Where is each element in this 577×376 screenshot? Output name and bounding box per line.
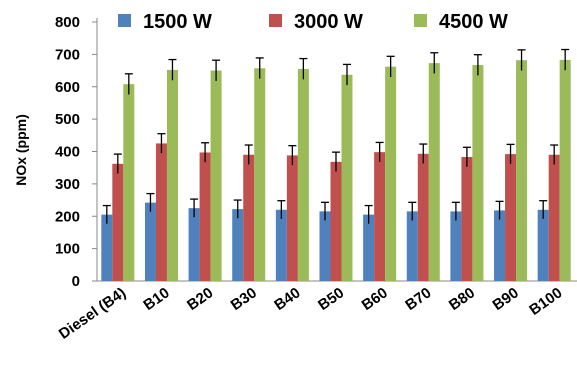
x-tick-label: B60 (359, 284, 391, 314)
bar (505, 154, 517, 281)
y-tick-label: 600 (55, 79, 80, 96)
bar (537, 209, 549, 281)
bar (123, 84, 135, 281)
bar (101, 214, 113, 281)
legend-swatch (269, 14, 282, 27)
bar (374, 152, 386, 281)
x-tick-label: B40 (271, 284, 303, 314)
legend-label: 3000 W (294, 11, 363, 33)
y-tick-label: 700 (55, 46, 80, 63)
x-tick-label: B70 (402, 284, 434, 314)
bar (417, 153, 429, 281)
bar (232, 209, 244, 281)
bar (319, 211, 331, 281)
x-tick-label: B20 (184, 284, 216, 314)
bar (144, 202, 156, 281)
bar (461, 157, 473, 281)
legend-label: 1500 W (143, 11, 212, 33)
y-tick-label: 400 (55, 144, 80, 161)
bar (363, 214, 375, 281)
legend-label: 4500 W (439, 11, 508, 33)
bar (286, 155, 298, 281)
x-tick-label: B80 (446, 284, 478, 314)
bar (330, 161, 342, 281)
bar (341, 74, 353, 282)
bar (548, 154, 560, 281)
bar (166, 69, 178, 281)
bar (210, 70, 222, 281)
bar (112, 163, 124, 281)
y-tick-label: 300 (55, 176, 80, 193)
y-tick-label: 500 (55, 111, 80, 128)
bar (428, 63, 440, 282)
bar (254, 68, 266, 281)
bar (559, 59, 571, 281)
bar (472, 65, 484, 281)
x-tick-label: B90 (490, 284, 522, 314)
bar (406, 211, 418, 281)
bar (450, 211, 462, 281)
x-tick-label: Diesel (B4) (56, 284, 129, 342)
x-tick-label: B10 (140, 284, 172, 314)
bar (275, 209, 287, 281)
bar (243, 154, 255, 281)
y-axis-title: NOx (ppm) (13, 114, 29, 186)
y-tick-label: 200 (55, 208, 80, 225)
y-tick-label: 100 (55, 241, 80, 258)
x-tick-label: B30 (228, 284, 260, 314)
bar (188, 208, 200, 281)
x-tick-label: B50 (315, 284, 347, 314)
legend-swatch (118, 14, 131, 27)
bar (494, 210, 506, 281)
bar (199, 152, 211, 281)
bar (297, 68, 309, 281)
y-tick-label: 800 (55, 14, 80, 31)
y-tick-label: 0 (72, 273, 80, 290)
bar (155, 143, 167, 281)
x-tick-label: B100 (526, 284, 565, 318)
legend-swatch (414, 14, 427, 27)
bar (385, 66, 397, 282)
bar (516, 60, 528, 281)
